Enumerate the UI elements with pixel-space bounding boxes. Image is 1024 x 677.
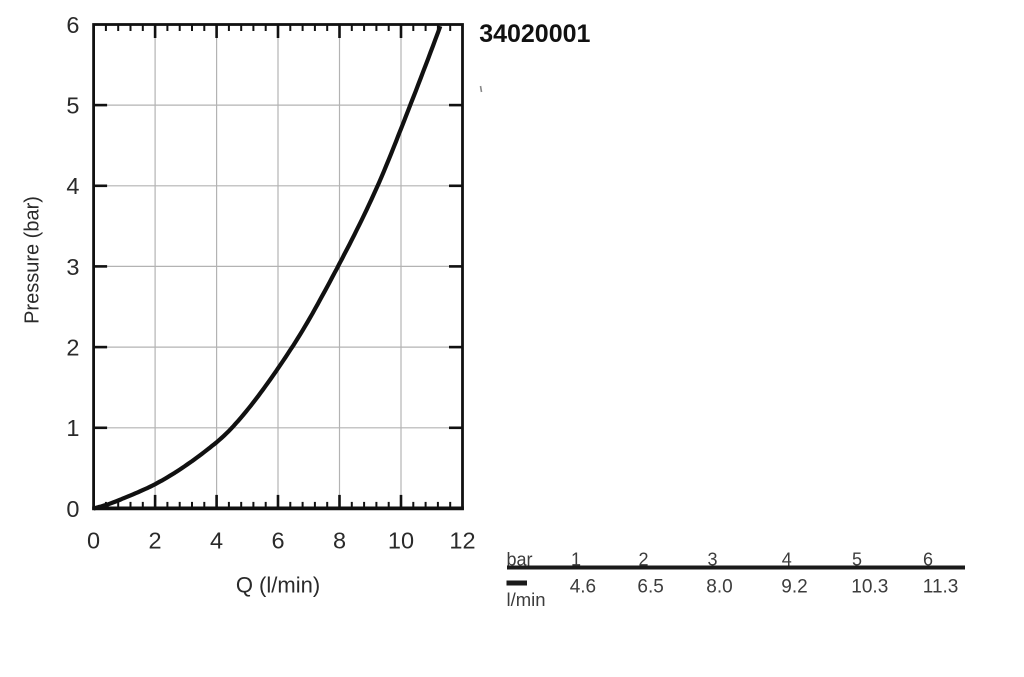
svg-text:10.3: 10.3 [851, 577, 888, 598]
svg-text:0: 0 [87, 527, 100, 553]
svg-text:6: 6 [923, 550, 933, 570]
svg-text:11.3: 11.3 [923, 577, 959, 598]
svg-text:8.0: 8.0 [706, 577, 732, 598]
svg-text:bar: bar [507, 550, 533, 570]
svg-text:8: 8 [333, 527, 346, 553]
svg-text:5: 5 [66, 93, 79, 119]
svg-text:2: 2 [149, 527, 162, 553]
svg-text:4.6: 4.6 [570, 577, 596, 598]
svg-text:4: 4 [210, 527, 223, 553]
svg-text:34020001: 34020001 [479, 20, 590, 48]
svg-text:Pressure (bar): Pressure (bar) [22, 196, 44, 324]
svg-text:10: 10 [388, 527, 414, 553]
svg-text:6: 6 [271, 527, 284, 553]
svg-text:2: 2 [66, 335, 79, 361]
svg-text:l/min: l/min [507, 589, 546, 610]
svg-text:5: 5 [852, 550, 862, 570]
svg-text:6.5: 6.5 [637, 577, 663, 598]
svg-text:4: 4 [782, 550, 792, 570]
svg-text:9.2: 9.2 [781, 577, 807, 598]
svg-text:Q (l/min): Q (l/min) [236, 572, 320, 597]
svg-text:12: 12 [449, 527, 475, 553]
svg-text:3: 3 [66, 254, 79, 280]
svg-text:2: 2 [638, 550, 648, 570]
svg-text:3: 3 [707, 550, 717, 570]
svg-text:6: 6 [66, 12, 79, 38]
svg-text:1: 1 [66, 415, 79, 441]
svg-text:0: 0 [66, 496, 79, 522]
svg-text:4: 4 [66, 173, 79, 199]
svg-text:1: 1 [571, 550, 581, 570]
